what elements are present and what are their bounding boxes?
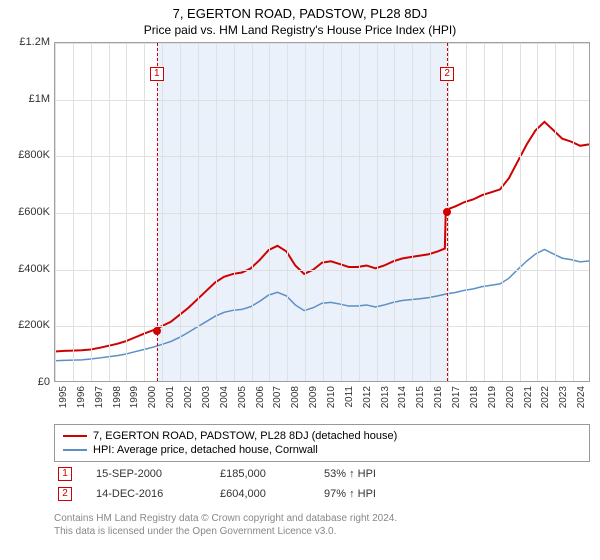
legend-swatch-hpi: [63, 449, 87, 451]
x-tick-label: 1998: [112, 386, 123, 408]
y-tick-label: £1.2M: [0, 36, 50, 48]
x-tick-label: 2000: [147, 386, 158, 408]
chart-plot-area: 12: [54, 42, 590, 382]
y-tick-label: £600K: [0, 206, 50, 218]
series-hpi: [55, 249, 589, 360]
x-tick-label: 2012: [362, 386, 373, 408]
page-title: 7, EGERTON ROAD, PADSTOW, PL28 8DJ: [0, 0, 600, 21]
tx-price: £604,000: [220, 488, 300, 500]
marker-flag-1: 1: [150, 67, 164, 81]
transaction-row: 1 15-SEP-2000 £185,000 53% ↑ HPI: [54, 464, 590, 484]
tx-date: 15-SEP-2000: [96, 468, 196, 480]
x-tick-label: 2009: [308, 386, 319, 408]
marker-badge-1: 1: [58, 467, 72, 481]
chart-container: 7, EGERTON ROAD, PADSTOW, PL28 8DJ Price…: [0, 0, 600, 560]
marker-dot-1: [153, 327, 161, 335]
x-tick-label: 2007: [272, 386, 283, 408]
footer-attribution: Contains HM Land Registry data © Crown c…: [54, 512, 590, 538]
y-tick-label: £0: [0, 376, 50, 388]
x-tick-label: 2006: [255, 386, 266, 408]
tx-date: 14-DEC-2016: [96, 488, 196, 500]
legend-row-property: 7, EGERTON ROAD, PADSTOW, PL28 8DJ (deta…: [63, 429, 581, 443]
x-tick-label: 2021: [523, 386, 534, 408]
x-tick-label: 2002: [183, 386, 194, 408]
x-tick-label: 2020: [505, 386, 516, 408]
x-tick-label: 2005: [237, 386, 248, 408]
x-tick-label: 2024: [576, 386, 587, 408]
x-tick-label: 1997: [94, 386, 105, 408]
x-tick-label: 2004: [219, 386, 230, 408]
x-tick-label: 2015: [415, 386, 426, 408]
transaction-row: 2 14-DEC-2016 £604,000 97% ↑ HPI: [54, 484, 590, 504]
x-tick-label: 2019: [487, 386, 498, 408]
x-tick-label: 2023: [558, 386, 569, 408]
tx-diff: 53% ↑ HPI: [324, 468, 414, 480]
x-tick-label: 2016: [433, 386, 444, 408]
page-subtitle: Price paid vs. HM Land Registry's House …: [0, 21, 600, 41]
x-tick-label: 2008: [290, 386, 301, 408]
marker-badge-2: 2: [58, 487, 72, 501]
x-tick-label: 2022: [540, 386, 551, 408]
y-tick-label: £1M: [0, 93, 50, 105]
marker-dot-2: [443, 208, 451, 216]
transactions-table: 1 15-SEP-2000 £185,000 53% ↑ HPI 2 14-DE…: [54, 464, 590, 504]
x-tick-label: 2001: [165, 386, 176, 408]
legend-row-hpi: HPI: Average price, detached house, Corn…: [63, 443, 581, 457]
marker-flag-2: 2: [440, 67, 454, 81]
x-tick-label: 2018: [469, 386, 480, 408]
y-tick-label: £200K: [0, 319, 50, 331]
x-tick-label: 2013: [380, 386, 391, 408]
legend-swatch-property: [63, 435, 87, 437]
y-tick-label: £800K: [0, 149, 50, 161]
legend-label-property: 7, EGERTON ROAD, PADSTOW, PL28 8DJ (deta…: [93, 430, 397, 442]
legend-label-hpi: HPI: Average price, detached house, Corn…: [93, 444, 318, 456]
x-tick-label: 2014: [397, 386, 408, 408]
x-tick-label: 1996: [76, 386, 87, 408]
footer-line2: This data is licensed under the Open Gov…: [54, 525, 590, 538]
footer-line1: Contains HM Land Registry data © Crown c…: [54, 512, 590, 525]
y-tick-label: £400K: [0, 263, 50, 275]
x-tick-label: 2017: [451, 386, 462, 408]
x-tick-label: 2003: [201, 386, 212, 408]
x-tick-label: 1995: [58, 386, 69, 408]
tx-price: £185,000: [220, 468, 300, 480]
x-tick-label: 2011: [344, 386, 355, 408]
x-tick-label: 2010: [326, 386, 337, 408]
plot-svg: [55, 43, 589, 381]
tx-diff: 97% ↑ HPI: [324, 488, 414, 500]
legend: 7, EGERTON ROAD, PADSTOW, PL28 8DJ (deta…: [54, 424, 590, 462]
x-tick-label: 1999: [129, 386, 140, 408]
